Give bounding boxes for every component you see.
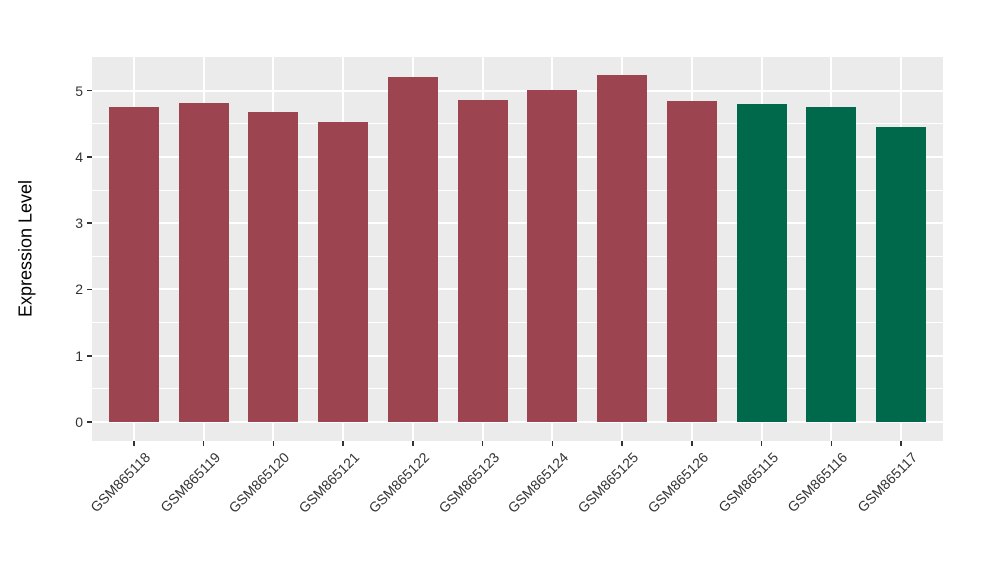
gridline-major [92, 155, 943, 158]
gridline-major [92, 89, 943, 92]
x-tick-label-GSM865121: GSM865121 [295, 449, 363, 516]
x-tick-label-GSM865117: GSM865117 [854, 449, 921, 516]
bar-GSM865119 [178, 103, 229, 422]
y-tick-label: 3 [75, 215, 83, 232]
x-tick-mark [202, 441, 205, 446]
y-tick-label: 0 [75, 414, 83, 430]
x-tick-label-GSM865126: GSM865126 [644, 449, 712, 516]
y-tick-label: 1 [75, 347, 83, 364]
x-tick-mark [830, 441, 833, 446]
bar-GSM865126 [666, 100, 717, 422]
x-tick-label-GSM865124: GSM865124 [504, 449, 572, 516]
x-tick-label-GSM865125: GSM865125 [574, 449, 642, 516]
gridline-major [92, 354, 943, 357]
bar-GSM865117 [876, 127, 927, 422]
y-tick-mark [87, 288, 92, 291]
x-tick-mark [133, 441, 135, 446]
bar-GSM865118 [108, 106, 159, 422]
x-tick-mark [272, 441, 275, 446]
plot-panel [92, 57, 943, 441]
bar-GSM865115 [736, 103, 787, 422]
x-tick-mark [691, 441, 693, 446]
bar-GSM865123 [457, 99, 508, 422]
x-tick-label-GSM865115: GSM865115 [714, 449, 781, 516]
bar-GSM865124 [527, 89, 578, 422]
y-tick-mark [87, 156, 92, 158]
y-tick-mark [87, 354, 92, 357]
y-tick-mark [87, 89, 92, 92]
x-tick-label-GSM865118: GSM865118 [87, 449, 154, 516]
y-tick-label: 4 [75, 148, 83, 165]
x-tick-mark [481, 441, 484, 446]
gridline-minor [92, 322, 943, 324]
bar-GSM865116 [806, 106, 857, 422]
x-tick-mark [551, 441, 554, 446]
y-tick-label: 5 [75, 82, 83, 99]
gridline-minor [92, 189, 943, 191]
gridline-minor [92, 255, 943, 257]
x-tick-label-GSM865122: GSM865122 [365, 449, 433, 516]
bar-GSM865121 [318, 121, 369, 422]
gridline-minor [92, 388, 943, 390]
bar-GSM865120 [248, 112, 299, 422]
y-tick-mark [87, 421, 92, 423]
x-tick-mark [621, 441, 623, 446]
x-tick-mark [412, 441, 414, 446]
x-tick-label-GSM865120: GSM865120 [225, 449, 293, 516]
gridline-major [92, 288, 943, 291]
x-tick-mark [342, 441, 344, 446]
gridline-major [92, 222, 943, 225]
x-tick-label-GSM865123: GSM865123 [435, 449, 502, 516]
gridline-minor [92, 123, 943, 125]
y-tick-mark [87, 222, 92, 224]
y-axis-title: Expression Level [15, 179, 36, 318]
bar-GSM865122 [387, 77, 438, 422]
x-tick-mark [900, 441, 902, 446]
x-tick-label-GSM865116: GSM865116 [784, 449, 851, 516]
x-tick-mark [760, 441, 763, 446]
x-tick-label-GSM865119: GSM865119 [156, 449, 223, 516]
bar-GSM865125 [597, 74, 648, 422]
gridline-major [92, 421, 943, 423]
y-tick-label: 2 [75, 281, 83, 298]
